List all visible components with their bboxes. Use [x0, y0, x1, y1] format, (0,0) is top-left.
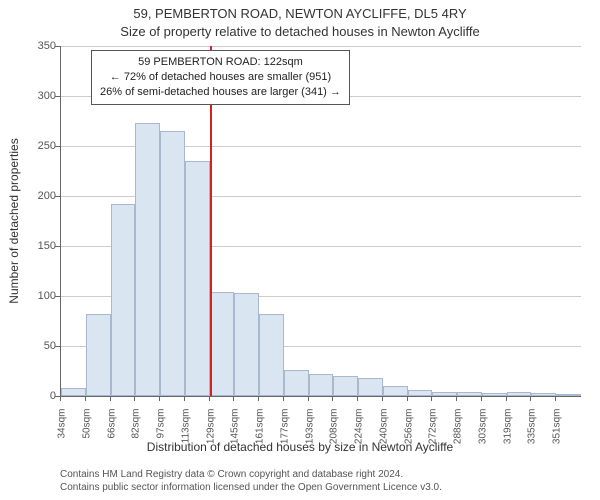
x-tick-mark	[159, 396, 160, 401]
annotation-line-3: 26% of semi-detached houses are larger (…	[100, 85, 341, 100]
x-tick-label: 66sqm	[106, 409, 117, 459]
chart-container: 59, PEMBERTON ROAD, NEWTON AYCLIFFE, DL5…	[0, 0, 600, 500]
histogram-bar	[432, 392, 457, 396]
x-tick-mark	[456, 396, 457, 401]
histogram-bar	[383, 386, 408, 396]
y-tick-label: 350	[16, 40, 56, 52]
x-tick-label: 97sqm	[156, 409, 167, 459]
x-tick-mark	[332, 396, 333, 401]
histogram-bar	[160, 131, 185, 396]
histogram-bar	[86, 314, 111, 396]
histogram-bar	[111, 204, 136, 396]
x-tick-label: 161sqm	[255, 409, 266, 459]
x-tick-mark	[134, 396, 135, 401]
annotation-box: 59 PEMBERTON ROAD: 122sqm ← 72% of detac…	[91, 50, 350, 105]
plot-area: 59 PEMBERTON ROAD: 122sqm ← 72% of detac…	[60, 46, 581, 397]
x-tick-mark	[506, 396, 507, 401]
x-tick-label: 177sqm	[279, 409, 290, 459]
x-tick-mark	[233, 396, 234, 401]
histogram-bar	[457, 392, 482, 396]
x-tick-label: 351sqm	[552, 409, 563, 459]
y-tick-label: 200	[16, 190, 56, 202]
y-tick-label: 50	[16, 340, 56, 352]
x-tick-mark	[407, 396, 408, 401]
x-tick-mark	[555, 396, 556, 401]
x-tick-label: 256sqm	[403, 409, 414, 459]
y-tick-mark	[55, 146, 60, 147]
histogram-bar	[259, 314, 284, 396]
histogram-bar	[482, 393, 507, 396]
y-tick-label: 150	[16, 240, 56, 252]
histogram-bar	[556, 394, 581, 396]
y-tick-label: 250	[16, 140, 56, 152]
x-tick-label: 303sqm	[477, 409, 488, 459]
x-tick-label: 34sqm	[57, 409, 68, 459]
histogram-bar	[284, 370, 309, 396]
y-tick-label: 0	[16, 390, 56, 402]
histogram-bar	[210, 292, 235, 396]
x-tick-mark	[357, 396, 358, 401]
x-tick-label: 288sqm	[453, 409, 464, 459]
x-tick-label: 82sqm	[131, 409, 142, 459]
x-tick-mark	[60, 396, 61, 401]
x-tick-mark	[85, 396, 86, 401]
chart-title-main: 59, PEMBERTON ROAD, NEWTON AYCLIFFE, DL5…	[0, 6, 600, 21]
footer-line-2: Contains public sector information licen…	[60, 481, 442, 494]
y-tick-mark	[55, 346, 60, 347]
x-tick-mark	[184, 396, 185, 401]
y-tick-mark	[55, 246, 60, 247]
y-tick-label: 300	[16, 90, 56, 102]
footer-line-1: Contains HM Land Registry data © Crown c…	[60, 468, 442, 481]
x-tick-mark	[308, 396, 309, 401]
x-tick-label: 129sqm	[205, 409, 216, 459]
y-tick-mark	[55, 296, 60, 297]
x-tick-label: 272sqm	[428, 409, 439, 459]
x-tick-label: 319sqm	[502, 409, 513, 459]
x-tick-label: 193sqm	[304, 409, 315, 459]
x-tick-label: 145sqm	[230, 409, 241, 459]
annotation-line-1: 59 PEMBERTON ROAD: 122sqm	[100, 55, 341, 70]
x-tick-mark	[283, 396, 284, 401]
histogram-bar	[333, 376, 358, 396]
histogram-bar	[309, 374, 334, 396]
grid-line	[61, 46, 581, 47]
histogram-bar	[507, 392, 532, 396]
y-tick-label: 100	[16, 290, 56, 302]
y-axis-label: Number of detached properties	[7, 138, 21, 303]
histogram-bar	[408, 390, 433, 396]
y-tick-mark	[55, 46, 60, 47]
y-tick-mark	[55, 196, 60, 197]
x-tick-label: 113sqm	[180, 409, 191, 459]
histogram-bar	[234, 293, 259, 396]
x-tick-mark	[530, 396, 531, 401]
x-tick-label: 335sqm	[527, 409, 538, 459]
x-tick-label: 50sqm	[81, 409, 92, 459]
x-tick-mark	[431, 396, 432, 401]
x-tick-mark	[209, 396, 210, 401]
histogram-bar	[531, 393, 556, 396]
x-tick-mark	[258, 396, 259, 401]
x-tick-mark	[382, 396, 383, 401]
x-tick-label: 240sqm	[378, 409, 389, 459]
x-tick-mark	[481, 396, 482, 401]
histogram-bar	[135, 123, 160, 396]
footer: Contains HM Land Registry data © Crown c…	[60, 468, 442, 494]
chart-title-sub: Size of property relative to detached ho…	[0, 24, 600, 39]
x-tick-mark	[110, 396, 111, 401]
x-tick-label: 224sqm	[354, 409, 365, 459]
y-tick-mark	[55, 96, 60, 97]
x-tick-label: 208sqm	[329, 409, 340, 459]
histogram-bar	[185, 161, 210, 396]
histogram-bar	[358, 378, 383, 396]
annotation-line-2: ← 72% of detached houses are smaller (95…	[100, 70, 341, 85]
histogram-bar	[61, 388, 86, 396]
